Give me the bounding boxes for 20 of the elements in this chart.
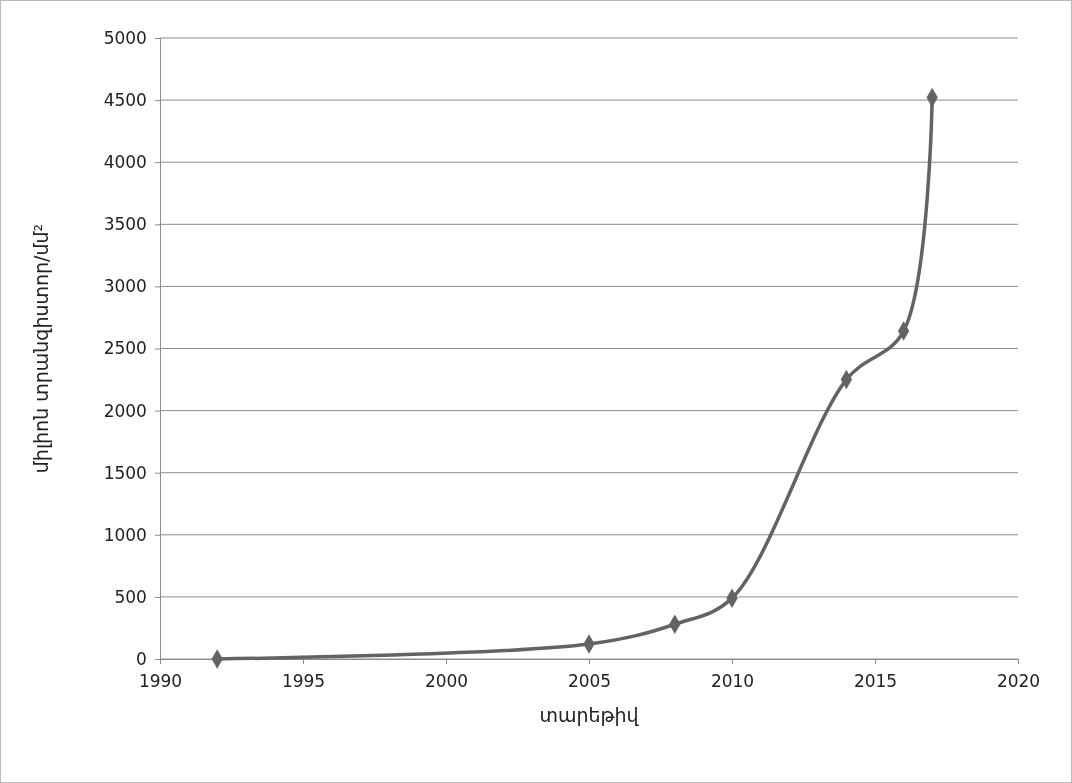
- y-tick-label: 3500: [103, 214, 147, 235]
- y-tick-label: 4000: [103, 152, 147, 173]
- y-tick-label: 1500: [103, 462, 147, 483]
- y-tick-label: 1000: [103, 524, 147, 545]
- y-tick-label: 2000: [103, 400, 147, 421]
- x-axis-title: տարեթիվ: [539, 704, 640, 726]
- x-tick-label: 2015: [853, 671, 898, 692]
- x-tick-label: 1990: [138, 671, 183, 692]
- y-tick-label: 3000: [103, 276, 147, 297]
- y-axis-title: միլիոն տրանզիստոր/մմ²: [30, 223, 52, 474]
- y-tick-label: 500: [114, 586, 147, 607]
- y-tick-label: 4500: [103, 90, 147, 111]
- y-tick-label: 2500: [103, 338, 147, 359]
- x-tick-label: 2000: [424, 671, 469, 692]
- x-tick-label: 2020: [996, 671, 1041, 692]
- x-tick-label: 1995: [281, 671, 326, 692]
- x-tick-label: 2005: [567, 671, 612, 692]
- y-tick-label: 5000: [103, 27, 147, 48]
- y-tick-label: 0: [136, 648, 147, 669]
- x-tick-label: 2010: [710, 671, 755, 692]
